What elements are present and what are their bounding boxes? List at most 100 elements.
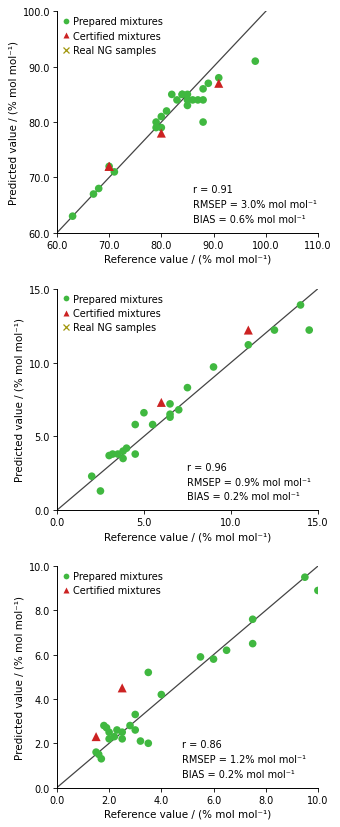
Prepared mixtures	[190, 94, 196, 108]
X-axis label: Reference value / (% mol mol⁻¹): Reference value / (% mol mol⁻¹)	[104, 532, 271, 542]
X-axis label: Reference value / (% mol mol⁻¹): Reference value / (% mol mol⁻¹)	[104, 255, 271, 265]
Real NG samples	[180, 389, 185, 402]
Certified mixtures	[245, 324, 251, 337]
Prepared mixtures	[315, 584, 321, 597]
Prepared mixtures	[133, 708, 138, 721]
Prepared mixtures	[167, 398, 173, 411]
Certified mixtures	[119, 681, 125, 695]
Prepared mixtures	[167, 408, 173, 421]
Prepared mixtures	[120, 452, 126, 466]
Real NG samples	[185, 66, 190, 79]
Prepared mixtures	[115, 448, 121, 461]
Prepared mixtures	[89, 470, 95, 483]
Y-axis label: Predicted value / (% mol mol⁻¹): Predicted value / (% mol mol⁻¹)	[8, 41, 18, 205]
Real NG samples	[185, 386, 190, 399]
Prepared mixtures	[185, 94, 190, 108]
Prepared mixtures	[180, 88, 185, 102]
Prepared mixtures	[112, 730, 117, 743]
Prepared mixtures	[250, 613, 255, 626]
Real NG samples	[174, 72, 180, 85]
Prepared mixtures	[96, 183, 101, 196]
Y-axis label: Predicted value / (% mol mol⁻¹): Predicted value / (% mol mol⁻¹)	[15, 595, 24, 759]
Certified mixtures	[106, 160, 112, 174]
Prepared mixtures	[272, 324, 277, 337]
Real NG samples	[195, 55, 201, 69]
Prepared mixtures	[198, 651, 203, 664]
Real NG samples	[195, 61, 201, 74]
Certified mixtures	[94, 730, 99, 743]
Prepared mixtures	[167, 411, 173, 424]
Prepared mixtures	[169, 88, 174, 102]
Prepared mixtures	[133, 724, 138, 737]
X-axis label: Reference value / (% mol mol⁻¹): Reference value / (% mol mol⁻¹)	[104, 809, 271, 819]
Certified mixtures	[106, 160, 112, 174]
Prepared mixtures	[112, 166, 117, 179]
Prepared mixtures	[200, 117, 206, 130]
Prepared mixtures	[206, 78, 211, 91]
Prepared mixtures	[104, 721, 109, 734]
Prepared mixtures	[120, 445, 126, 458]
Prepared mixtures	[245, 339, 251, 352]
Prepared mixtures	[159, 122, 164, 135]
Prepared mixtures	[110, 448, 115, 461]
Prepared mixtures	[150, 418, 155, 432]
Prepared mixtures	[127, 719, 133, 732]
Prepared mixtures	[306, 324, 312, 337]
Legend: Prepared mixtures, Certified mixtures: Prepared mixtures, Certified mixtures	[60, 569, 165, 598]
Prepared mixtures	[185, 88, 190, 102]
Certified mixtures	[159, 396, 164, 409]
Prepared mixtures	[99, 753, 104, 766]
Real NG samples	[176, 394, 182, 407]
Prepared mixtures	[211, 653, 216, 666]
Legend: Prepared mixtures, Certified mixtures, Real NG samples: Prepared mixtures, Certified mixtures, R…	[60, 292, 165, 335]
Prepared mixtures	[180, 88, 185, 102]
Prepared mixtures	[224, 644, 229, 657]
Prepared mixtures	[133, 418, 138, 432]
Prepared mixtures	[91, 189, 96, 202]
Real NG samples	[200, 61, 206, 74]
Prepared mixtures	[153, 117, 159, 130]
Prepared mixtures	[216, 72, 221, 85]
Prepared mixtures	[119, 733, 125, 746]
Prepared mixtures	[159, 111, 164, 124]
Prepared mixtures	[174, 94, 180, 108]
Prepared mixtures	[146, 737, 151, 750]
Prepared mixtures	[138, 734, 143, 748]
Prepared mixtures	[298, 299, 303, 313]
Prepared mixtures	[70, 210, 75, 223]
Prepared mixtures	[253, 55, 258, 69]
Prepared mixtures	[250, 638, 255, 651]
Text: r = 0.91
RMSEP = 3.0% mol mol⁻¹
BIAS = 0.6% mol mol⁻¹: r = 0.91 RMSEP = 3.0% mol mol⁻¹ BIAS = 0…	[193, 185, 317, 225]
Prepared mixtures	[124, 442, 129, 455]
Certified mixtures	[216, 78, 221, 91]
Real NG samples	[180, 66, 185, 79]
Prepared mixtures	[114, 724, 120, 737]
Prepared mixtures	[200, 94, 206, 108]
Real NG samples	[181, 386, 187, 399]
Prepared mixtures	[141, 407, 147, 420]
Prepared mixtures	[119, 726, 125, 739]
Prepared mixtures	[159, 688, 164, 701]
Prepared mixtures	[176, 404, 182, 417]
Prepared mixtures	[106, 449, 112, 462]
Prepared mixtures	[106, 160, 112, 174]
Real NG samples	[190, 66, 196, 79]
Prepared mixtures	[98, 485, 103, 498]
Text: r = 0.86
RMSEP = 1.2% mol mol⁻¹
BIAS = 0.2% mol mol⁻¹: r = 0.86 RMSEP = 1.2% mol mol⁻¹ BIAS = 0…	[182, 739, 306, 779]
Certified mixtures	[159, 127, 164, 141]
Prepared mixtures	[133, 448, 138, 461]
Legend: Prepared mixtures, Certified mixtures, Real NG samples: Prepared mixtures, Certified mixtures, R…	[60, 15, 165, 58]
Prepared mixtures	[94, 746, 99, 759]
Real NG samples	[176, 386, 182, 399]
Prepared mixtures	[211, 361, 216, 374]
Prepared mixtures	[200, 84, 206, 97]
Prepared mixtures	[164, 105, 169, 118]
Prepared mixtures	[185, 100, 190, 113]
Prepared mixtures	[146, 666, 151, 679]
Y-axis label: Predicted value / (% mol mol⁻¹): Predicted value / (% mol mol⁻¹)	[14, 318, 24, 482]
Prepared mixtures	[153, 122, 159, 135]
Prepared mixtures	[106, 726, 112, 739]
Text: r = 0.96
RMSEP = 0.9% mol mol⁻¹
BIAS = 0.2% mol mol⁻¹: r = 0.96 RMSEP = 0.9% mol mol⁻¹ BIAS = 0…	[187, 462, 311, 502]
Prepared mixtures	[185, 381, 190, 394]
Prepared mixtures	[101, 719, 107, 732]
